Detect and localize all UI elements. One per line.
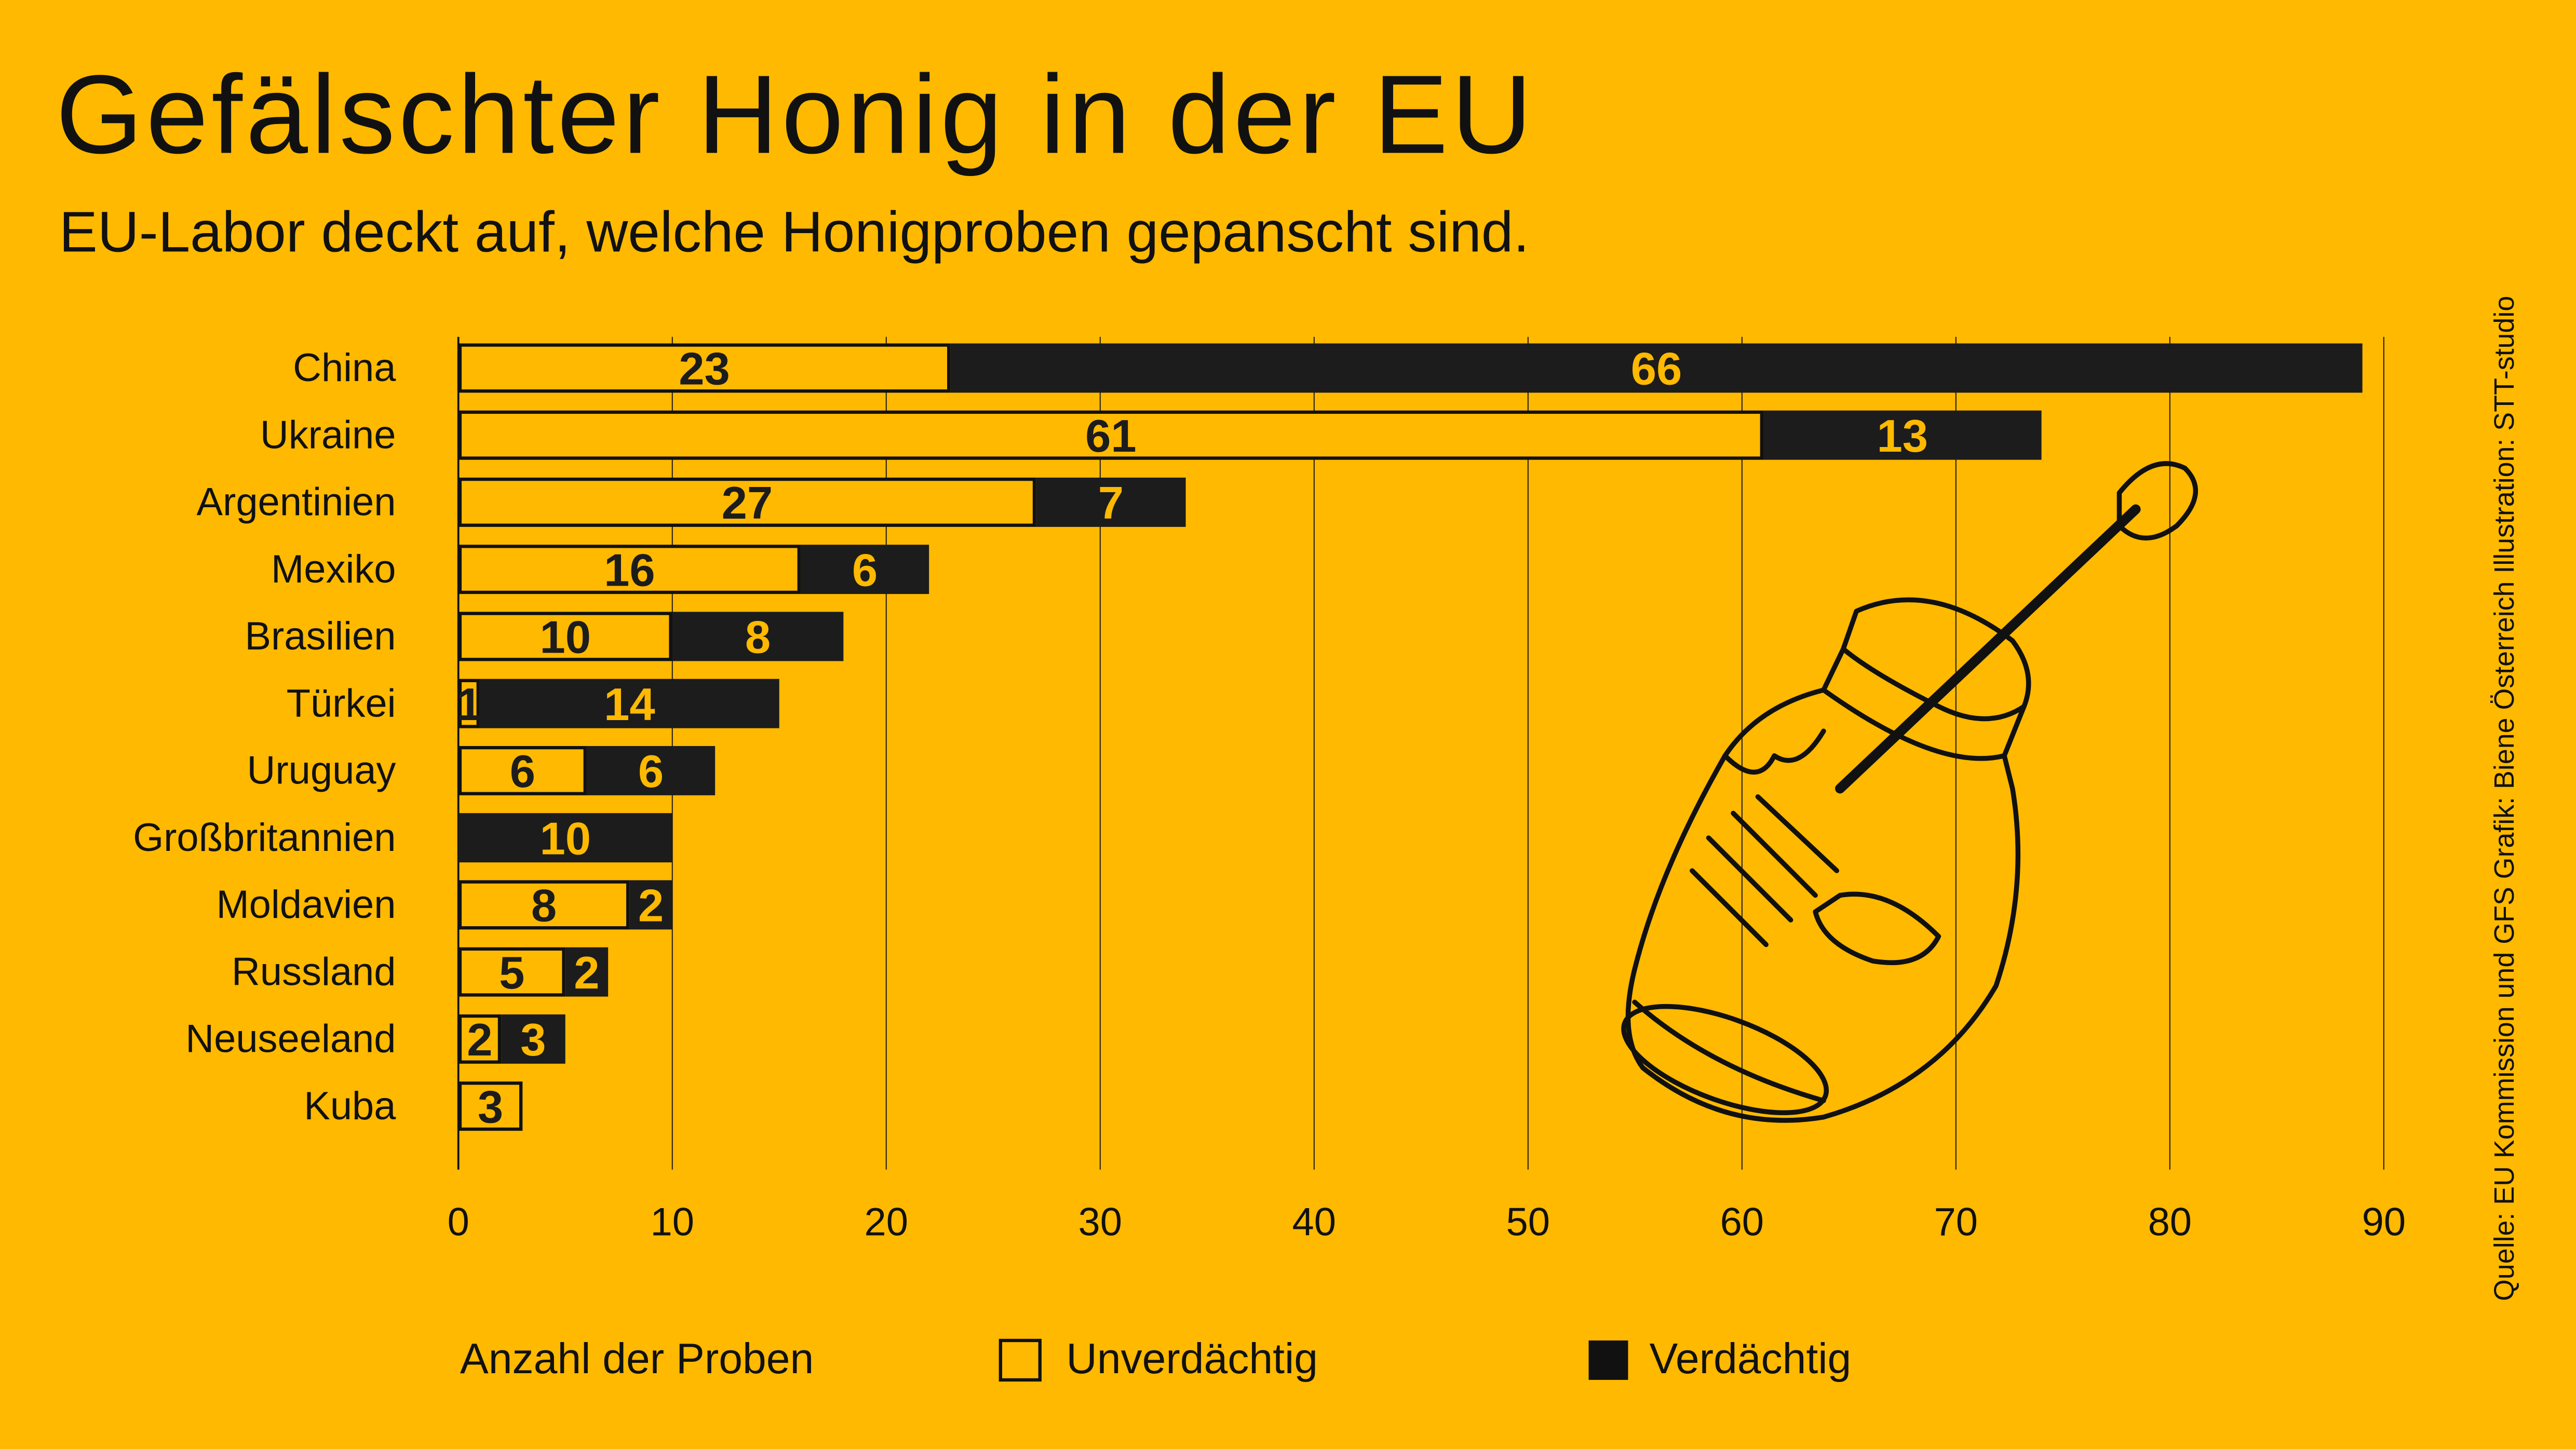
data-label-unsuspicious: 10 (540, 612, 591, 663)
honey-jar-illustration (1621, 461, 2199, 1123)
bar-suspicious (1763, 410, 2042, 460)
bar-unsuspicious (458, 477, 1036, 527)
bar-unsuspicious (458, 343, 951, 393)
source-credit: Quelle: EU Kommission und GFS Grafik: Bi… (2489, 296, 2520, 1301)
data-label-unsuspicious: 16 (604, 544, 655, 595)
bar-suspicious (479, 679, 779, 728)
bar-suspicious (501, 1014, 565, 1064)
x-tick-label: 70 (1934, 1200, 1978, 1244)
chart-title: Gefälschter Honig in der EU (56, 51, 1535, 177)
data-label-suspicious: 7 (1098, 477, 1124, 529)
data-label-suspicious: 13 (1877, 410, 1928, 462)
legend: Anzahl der Proben Unverdächtig Verdächti… (460, 1335, 1851, 1383)
legend-axis-label: Anzahl der Proben (460, 1335, 814, 1383)
legend-swatch-suspicious (1588, 1340, 1628, 1380)
category-label: Uruguay (247, 749, 396, 793)
data-label-unsuspicious: 2 (467, 1014, 492, 1065)
category-label: Großbritannien (133, 816, 396, 860)
bar-suspicious (672, 612, 844, 661)
x-tick-label: 50 (1506, 1200, 1550, 1244)
legend-suspicious: Verdächtig (1650, 1335, 1852, 1383)
category-label: Moldavien (216, 883, 396, 927)
data-label-suspicious: 6 (638, 746, 664, 797)
bar-suspicious (629, 880, 672, 930)
category-label: Ukraine (260, 413, 396, 457)
bar-unsuspicious (458, 545, 801, 594)
data-label-suspicious: 2 (638, 880, 664, 931)
data-label-unsuspicious: 3 (478, 1081, 503, 1132)
category-label: Kuba (304, 1084, 396, 1128)
bar-unsuspicious (458, 612, 672, 661)
data-label-unsuspicious: 6 (510, 746, 535, 797)
data-label-unsuspicious: 23 (679, 343, 730, 395)
x-tick-label: 10 (651, 1200, 694, 1244)
data-label-unsuspicious: 8 (531, 880, 557, 931)
legend-swatch-unsuspicious (999, 1338, 1042, 1382)
category-label: Neuseeland (185, 1017, 396, 1061)
data-label-suspicious: 8 (745, 612, 771, 663)
category-label: China (293, 346, 396, 390)
category-labels: China Ukraine Argentinien Mexiko Brasilien Tü… (133, 346, 396, 1128)
bar-suspicious (565, 947, 609, 997)
bar-suspicious (950, 343, 2363, 393)
category-label: Türkei (287, 681, 396, 725)
x-tick-label: 60 (1720, 1200, 1764, 1244)
data-label-suspicious: 2 (574, 947, 599, 998)
category-label: Brasilien (245, 614, 396, 658)
category-label: Mexiko (271, 547, 396, 591)
bar-suspicious (586, 746, 716, 795)
bar-unsuspicious (458, 679, 480, 728)
x-tick-label: 20 (865, 1200, 908, 1244)
data-label-unsuspicious: 27 (722, 477, 773, 529)
data-label-unsuspicious: 61 (1085, 410, 1137, 462)
data-label-suspicious: 66 (1631, 343, 1682, 395)
bar-unsuspicious (458, 1081, 523, 1131)
x-tick-label: 90 (2362, 1200, 2406, 1244)
bar-unsuspicious (458, 880, 630, 930)
bar-unsuspicious (458, 1014, 502, 1064)
bar-suspicious (800, 545, 929, 594)
x-tick-label: 80 (2148, 1200, 2192, 1244)
data-label-unsuspicious: 5 (499, 947, 524, 998)
x-tick-label: 0 (448, 1200, 469, 1244)
chart-subtitle: EU-Labor deckt auf, welche Honigproben g… (59, 200, 1529, 264)
bar-unsuspicious (458, 410, 1763, 460)
bar-unsuspicious (458, 947, 565, 997)
data-label-suspicious: 6 (852, 544, 878, 595)
x-axis-ticks: 0 10 20 30 40 50 60 70 80 90 (448, 1200, 2406, 1244)
x-tick-label: 40 (1292, 1200, 1336, 1244)
data-label-suspicious: 14 (604, 679, 655, 730)
legend-unsuspicious: Unverdächtig (1066, 1335, 1318, 1383)
data-label-unsuspicious: 1 (456, 679, 482, 730)
bar-suspicious (1036, 477, 1186, 527)
data-label-suspicious: 10 (540, 812, 591, 864)
bar-suspicious (458, 813, 672, 863)
data-label-suspicious: 3 (520, 1014, 546, 1065)
category-label: Argentinien (196, 480, 396, 524)
bar-unsuspicious (458, 746, 587, 795)
x-tick-label: 30 (1078, 1200, 1122, 1244)
category-label: Russland (232, 950, 396, 994)
